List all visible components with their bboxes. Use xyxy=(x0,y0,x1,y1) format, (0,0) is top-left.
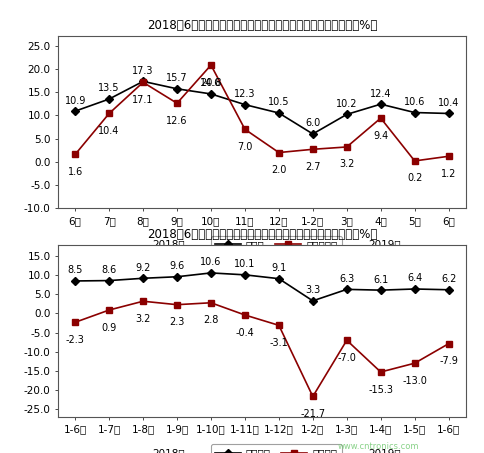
Text: 1.2: 1.2 xyxy=(440,169,455,179)
Text: 6.2: 6.2 xyxy=(440,274,455,284)
Text: 2.7: 2.7 xyxy=(304,162,320,172)
Text: 15.7: 15.7 xyxy=(166,73,187,83)
Text: 17.1: 17.1 xyxy=(132,95,153,105)
Text: 2.3: 2.3 xyxy=(169,317,184,327)
Text: 3.2: 3.2 xyxy=(338,159,354,169)
Text: 10.1: 10.1 xyxy=(234,259,255,269)
Text: -15.3: -15.3 xyxy=(367,385,393,395)
Text: 6.4: 6.4 xyxy=(406,274,422,284)
Text: 7.0: 7.0 xyxy=(237,142,252,152)
Text: 2019年: 2019年 xyxy=(367,239,400,249)
Text: -7.0: -7.0 xyxy=(337,353,355,363)
Text: 10.4: 10.4 xyxy=(98,126,120,136)
Text: 0.9: 0.9 xyxy=(101,323,117,333)
Text: -3.1: -3.1 xyxy=(269,338,287,348)
Text: 10.4: 10.4 xyxy=(437,98,458,108)
Text: 3.2: 3.2 xyxy=(135,314,151,324)
Text: 12.3: 12.3 xyxy=(234,89,255,99)
Text: 13.5: 13.5 xyxy=(98,83,120,93)
Text: 10.9: 10.9 xyxy=(64,96,86,106)
Text: -13.0: -13.0 xyxy=(401,376,426,386)
Text: 1.6: 1.6 xyxy=(67,167,83,177)
Text: 2.8: 2.8 xyxy=(203,315,218,325)
Text: 8.6: 8.6 xyxy=(101,265,117,275)
Text: 9.4: 9.4 xyxy=(372,130,388,140)
Text: -0.4: -0.4 xyxy=(235,328,254,337)
Text: 3.3: 3.3 xyxy=(304,285,320,295)
Text: 10.2: 10.2 xyxy=(335,99,357,109)
Text: 6.1: 6.1 xyxy=(372,275,388,284)
Text: 0.2: 0.2 xyxy=(406,173,422,183)
Text: 2018年: 2018年 xyxy=(151,239,184,249)
Text: 10.6: 10.6 xyxy=(403,97,424,107)
Text: 6.3: 6.3 xyxy=(338,274,354,284)
Text: 9.1: 9.1 xyxy=(271,263,286,273)
Text: 14.6: 14.6 xyxy=(200,78,221,88)
Title: 2018年6月以来电子信息制造业营业收入、利润增速变动情况（%）: 2018年6月以来电子信息制造业营业收入、利润增速变动情况（%） xyxy=(146,228,377,241)
Text: -21.7: -21.7 xyxy=(300,409,325,419)
Text: 12.6: 12.6 xyxy=(166,116,187,126)
Text: -2.3: -2.3 xyxy=(66,335,84,345)
Text: 8.5: 8.5 xyxy=(67,265,83,275)
Text: 17.3: 17.3 xyxy=(132,66,153,76)
Text: 6.0: 6.0 xyxy=(304,118,320,128)
Legend: 增加值, 出口交货值: 增加值, 出口交货值 xyxy=(210,236,341,254)
Text: 10.6: 10.6 xyxy=(200,257,221,267)
Text: 20.8: 20.8 xyxy=(200,77,221,87)
Title: 2018年6月以来电子信息制造业增加值和出口交货值分月增速（%）: 2018年6月以来电子信息制造业增加值和出口交货值分月增速（%） xyxy=(146,19,377,32)
Text: www.cntronics.com: www.cntronics.com xyxy=(337,442,418,451)
Text: -7.9: -7.9 xyxy=(439,356,457,366)
Text: 2.0: 2.0 xyxy=(271,165,286,175)
Text: 9.2: 9.2 xyxy=(135,263,151,273)
Text: 2018年: 2018年 xyxy=(151,448,184,453)
Text: 12.4: 12.4 xyxy=(369,89,391,99)
Legend: 营业收入, 利润总额: 营业收入, 利润总额 xyxy=(210,444,341,453)
Text: 10.5: 10.5 xyxy=(268,97,289,107)
Text: 2019年: 2019年 xyxy=(367,448,400,453)
Text: 9.6: 9.6 xyxy=(169,261,184,271)
